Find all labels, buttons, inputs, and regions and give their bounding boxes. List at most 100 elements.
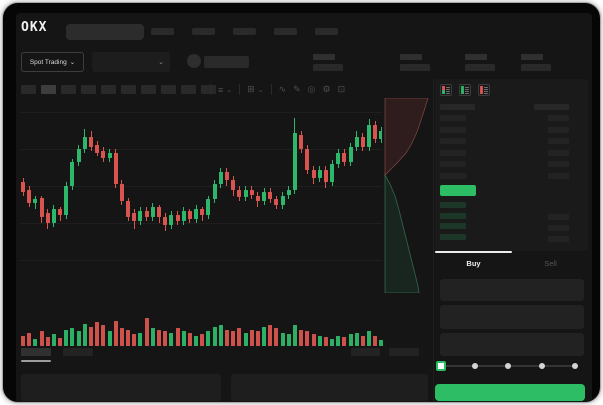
toggle-cell: [442, 92, 445, 94]
volume-bar: [249, 329, 254, 346]
order-book-view-toggles: [440, 84, 490, 96]
volume-bar: [292, 325, 297, 346]
timeframe-button[interactable]: [41, 85, 56, 94]
bid-price-placeholder: [440, 212, 466, 219]
volume-bar: [342, 337, 347, 346]
pair-selector-dropdown[interactable]: ⌄: [92, 52, 170, 72]
toggle-cell: [480, 86, 483, 88]
slider-stop[interactable]: [538, 363, 545, 369]
market-type-dropdown[interactable]: Spot Trading ⌄: [21, 52, 84, 72]
timeframe-button[interactable]: [201, 85, 216, 94]
bid-price-placeholder: [440, 202, 466, 208]
ask-amount-placeholder: [548, 115, 569, 121]
candle-body: [231, 179, 236, 190]
timeframe-button[interactable]: [181, 85, 196, 94]
timeframe-button[interactable]: [21, 85, 36, 94]
toggle-line: [446, 88, 450, 90]
toggle-row: [480, 88, 488, 90]
indicators-icon[interactable]: ≡: [218, 84, 224, 95]
timeframe-button[interactable]: [161, 85, 176, 94]
chevron-down-icon: ⌄: [226, 86, 233, 94]
snapshot-icon[interactable]: ◎: [307, 84, 316, 94]
ask-price-placeholder: [440, 115, 466, 121]
volume-chart: [20, 307, 384, 346]
order-input-field[interactable]: [440, 333, 584, 356]
toggle-row: [442, 90, 450, 92]
chart-gridline: [20, 148, 382, 150]
slider-stop[interactable]: [505, 363, 512, 369]
bids-book-icon[interactable]: [459, 84, 471, 96]
chart-gridline: [20, 185, 382, 187]
candle-body: [169, 215, 174, 225]
candle-body: [39, 197, 44, 217]
slider-stop[interactable]: [572, 363, 579, 369]
search-input[interactable]: [66, 24, 144, 40]
candle-body: [95, 144, 100, 153]
bottom-right-item[interactable]: [351, 348, 380, 356]
candle-body: [194, 209, 198, 219]
volume-bar: [311, 334, 316, 346]
timeframe-button[interactable]: [61, 85, 76, 94]
market-stat: [313, 54, 347, 71]
toggle-row: [442, 86, 450, 88]
volume-bar: [39, 331, 44, 346]
timeframe-button[interactable]: [121, 85, 136, 94]
bottom-tab-active[interactable]: [21, 348, 51, 356]
volume-bar: [262, 326, 266, 346]
candle-body: [305, 148, 310, 171]
candle-body: [126, 201, 131, 217]
chevron-down-icon: ⌄: [158, 59, 164, 66]
volume-bar: [95, 322, 100, 346]
timeframe-button[interactable]: [81, 85, 96, 94]
draw-icon[interactable]: ✎: [293, 84, 301, 94]
nav-item[interactable]: [151, 28, 174, 35]
volume-bar: [82, 323, 87, 346]
candle-body: [82, 137, 87, 149]
chart-layout-icon[interactable]: ⊞: [247, 84, 255, 94]
bottom-right-item[interactable]: [389, 348, 419, 356]
candlestick-chart[interactable]: [20, 98, 382, 293]
stat-label-placeholder: [521, 54, 543, 60]
timeframe-button[interactable]: [141, 85, 156, 94]
nav-item[interactable]: [274, 28, 297, 35]
tab-buy[interactable]: Buy: [466, 258, 481, 268]
okx-logo: OKX: [21, 20, 48, 35]
volume-bar: [354, 332, 359, 346]
fullscreen-icon[interactable]: ⊡: [337, 84, 346, 94]
volume-bar: [169, 332, 174, 346]
chart-gridline: [20, 222, 382, 224]
asks-book-icon[interactable]: [478, 84, 490, 96]
bottom-tab[interactable]: [63, 348, 93, 356]
candle-body: [64, 185, 69, 215]
toggle-line: [446, 92, 450, 94]
candle-body: [342, 152, 347, 163]
candle-body: [323, 170, 328, 182]
nav-item[interactable]: [233, 28, 256, 35]
timeframe-buttons: [21, 85, 216, 94]
slider-stop[interactable]: [471, 363, 478, 369]
volume-bar: [175, 328, 180, 346]
toggle-row: [442, 88, 450, 90]
chart-tool-icons: ≡ ⌄ ⊞ ⌄ ∿ ✎ ◎ ⚙ ⊡: [210, 83, 345, 96]
volume-bar: [163, 331, 168, 346]
pair-name-placeholder: [204, 56, 249, 68]
order-input-field[interactable]: [440, 305, 584, 329]
tab-sell[interactable]: Sell: [544, 258, 557, 268]
amount-slider-handle[interactable]: [436, 361, 446, 371]
toggle-line: [465, 88, 469, 90]
volume-bar: [58, 337, 63, 346]
toggle-line: [484, 90, 488, 92]
ask-amount-placeholder: [548, 161, 569, 168]
timeframe-button[interactable]: [101, 85, 116, 94]
order-input-field[interactable]: [440, 279, 584, 301]
candle-body: [243, 189, 248, 198]
volume-bar: [187, 332, 192, 346]
chart-settings-icon[interactable]: ⚙: [322, 84, 331, 94]
nav-item[interactable]: [315, 28, 338, 35]
candle-body: [317, 170, 322, 178]
line-style-icon[interactable]: ∿: [278, 84, 287, 94]
ob-col-header: [440, 104, 475, 110]
buy-submit-button[interactable]: [435, 384, 585, 401]
nav-item[interactable]: [192, 28, 215, 35]
combined-book-icon[interactable]: [440, 84, 452, 96]
